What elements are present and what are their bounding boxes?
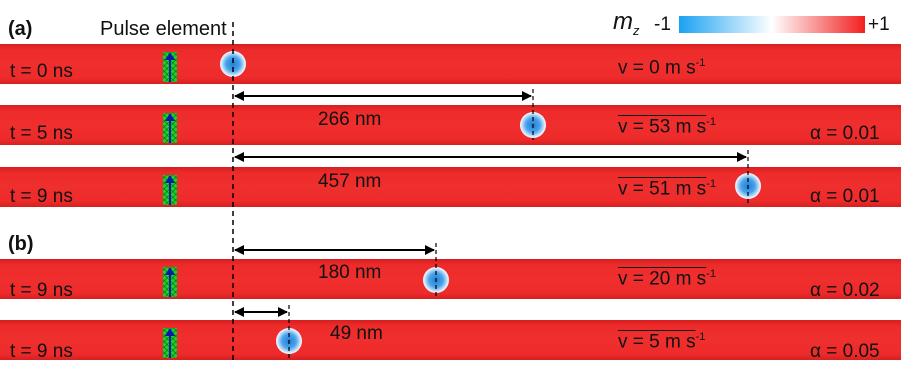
time-label-1: t = 0 ns — [10, 61, 73, 82]
nanotrack-strip-4: t = 9 ns v = 20 m s-1 α = 0.02 — [0, 259, 901, 301]
colorbar-gradient — [679, 16, 865, 33]
time-label-5: t = 9 ns — [10, 341, 73, 362]
panel-label-a: (a) — [8, 18, 33, 40]
skyrmion-1 — [220, 51, 246, 77]
alpha-label-2: α = 0.01 — [810, 123, 880, 144]
alpha-label-5: α = 0.05 — [810, 341, 880, 362]
nanotrack-strip-1: t = 0 ns v = 0 m s-1 — [0, 44, 901, 84]
pulse-element-label: Pulse element — [100, 18, 227, 40]
pulse-arrowhead-5 — [165, 328, 175, 336]
speed-exp-4: -1 — [706, 268, 716, 280]
nanotrack-strip-2: t = 5 ns v = 53 m s-1 α = 0.01 — [0, 105, 901, 145]
colorbar-symbol: mz — [613, 8, 640, 38]
time-label-3: t = 9 ns — [10, 186, 73, 207]
speed-label-2: v = 53 m s-1 — [618, 116, 716, 138]
alpha-label-4: α = 0.02 — [810, 280, 880, 301]
speed-value-1: v = 0 m s — [618, 57, 696, 79]
speed-value-2: v = 53 m s — [618, 116, 707, 138]
nanotrack-strip-3: t = 9 ns v = 51 m s-1 α = 0.01 — [0, 167, 901, 207]
speed-label-4: v = 20 m s-1 — [618, 268, 716, 290]
alpha-label-3: α = 0.01 — [810, 186, 880, 207]
speed-value-5: v = 5 m s — [618, 331, 696, 353]
speed-value-3: v = 51 m s — [618, 178, 707, 200]
pulse-arrowhead-4 — [165, 267, 175, 275]
colorbar-max-label: +1 — [868, 14, 890, 35]
speed-label-5: v = 5 m s-1 — [618, 331, 705, 353]
speed-exp-2: -1 — [706, 116, 716, 128]
time-label-4: t = 9 ns — [10, 280, 73, 301]
distance-label-1: 266 nm — [318, 109, 382, 130]
speed-exp-1: -1 — [695, 57, 706, 69]
time-label-2: t = 5 ns — [10, 123, 73, 144]
pulse-arrowhead-2 — [165, 113, 175, 121]
pulse-arrowhead-3 — [165, 175, 175, 183]
pulse-arrowhead-1 — [165, 52, 175, 60]
colorbar-symbol-m: m — [613, 8, 633, 35]
speed-label-1: v = 0 m s-1 — [618, 57, 705, 79]
distance-label-3: 180 nm — [318, 262, 382, 283]
speed-value-4: v = 20 m s — [618, 268, 707, 290]
panel-label-b: (b) — [8, 233, 34, 255]
colorbar-min-label: -1 — [654, 14, 671, 35]
speed-exp-3: -1 — [706, 178, 716, 190]
speed-label-3: v = 51 m s-1 — [618, 178, 716, 200]
speed-exp-5: -1 — [695, 331, 706, 343]
colorbar-symbol-sub: z — [633, 22, 640, 38]
distance-label-2: 457 nm — [318, 171, 382, 192]
distance-label-4: 49 nm — [330, 323, 383, 344]
